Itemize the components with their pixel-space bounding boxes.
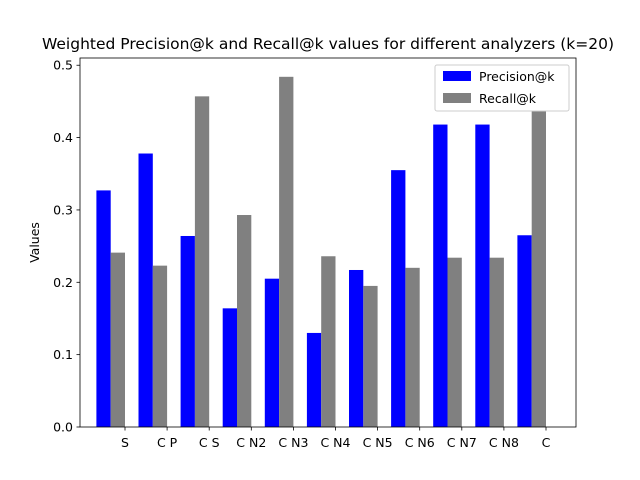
legend-label: Recall@k [479,91,537,106]
x-tick-label: C N8 [489,435,519,450]
recall-bar-1 [110,252,125,427]
recall-bar-5 [279,76,294,427]
recall-bar-8 [405,267,420,427]
y-tick-label: 0.1 [53,347,73,362]
legend-swatch [443,71,471,81]
recall-bar-11 [531,110,546,427]
legend-swatch [443,93,471,103]
y-tick-label: 0.4 [53,130,73,145]
recall-bar-9 [447,257,462,427]
recall-bar-7 [363,285,378,427]
axes-frame [79,57,577,428]
x-tick-label: C N2 [236,435,266,450]
recall-bar-6 [321,256,336,427]
x-tick-label: C N5 [363,435,393,450]
precision-bar-3 [180,235,195,427]
chart-title: Weighted Precision@k and Recall@k values… [42,35,614,53]
x-tick-label: C P [157,435,178,450]
y-tick-label: 0.5 [53,58,73,73]
legend-label: Precision@k [479,69,555,84]
x-tick-label: C S [199,435,220,450]
plot-area [96,76,546,427]
x-tick-label: C N6 [405,435,435,450]
recall-bar-4 [237,215,252,427]
recall-bar-10 [489,257,504,427]
precision-bar-1 [96,190,111,427]
precision-bar-11 [517,235,532,427]
legend: Precision@k Recall@k [434,64,570,112]
recall-bar-3 [194,96,210,427]
precision-bar-7 [349,269,364,427]
precision-bar-5 [264,278,280,427]
x-tick-label: C N4 [320,435,350,450]
precision-bar-4 [222,308,237,427]
x-tick-label: C N7 [447,435,477,450]
recall-bar-2 [152,265,168,427]
precision-bar-9 [433,124,448,427]
precision-bar-8 [391,170,406,427]
y-tick-label: 0.0 [53,420,73,435]
x-tick-label: S [121,435,129,450]
precision-bar-2 [138,153,153,427]
precision-bar-10 [475,124,490,427]
x-tick-label: C N3 [278,435,308,450]
precision-bar-6 [306,332,322,427]
axes: 0.0 0.1 0.2 0.3 0.4 0.5 S C P C S C N2 C N3 C N4 C N… [53,57,577,450]
x-tick-label: C [542,435,551,450]
y-tick-label: 0.2 [53,275,73,290]
y-tick-label: 0.3 [53,202,73,217]
y-axis-label: Values [27,222,42,263]
